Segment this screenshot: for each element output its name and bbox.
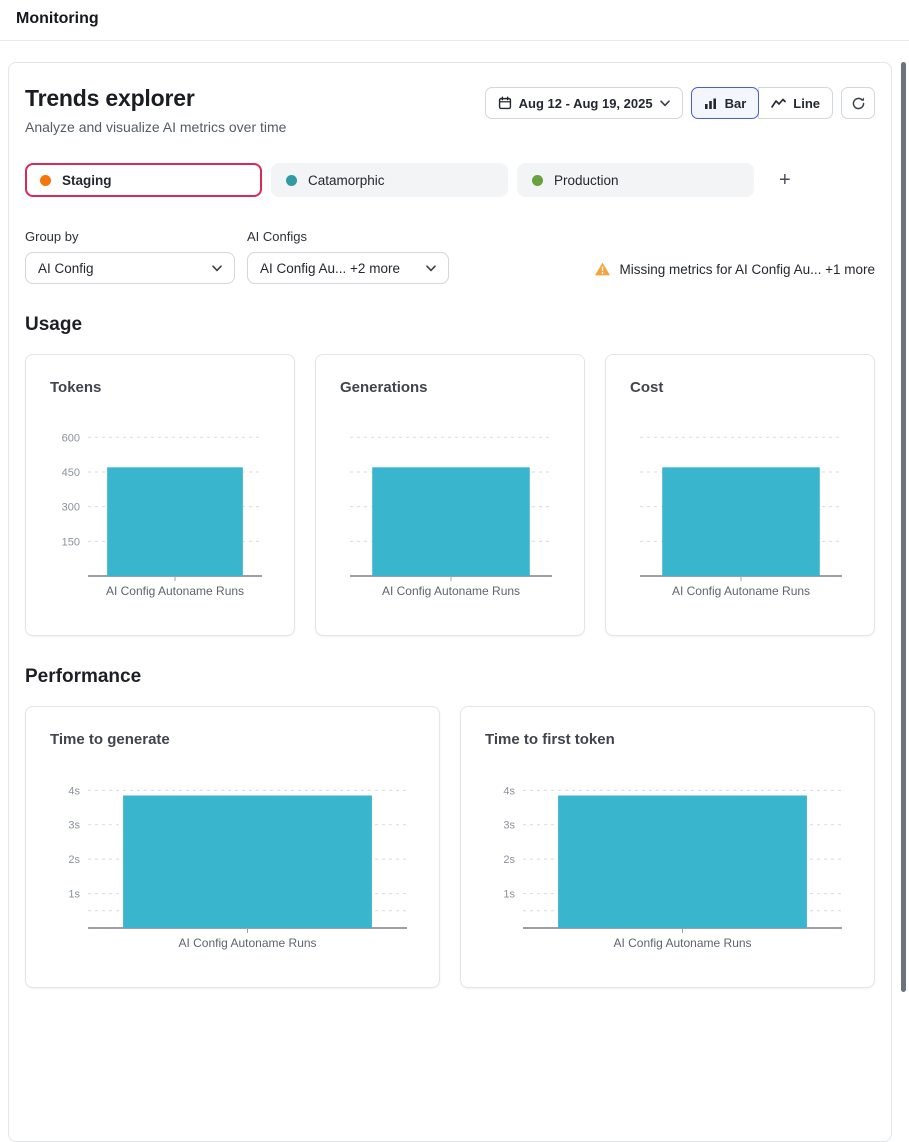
header-divider [0,40,909,41]
svg-text:AI Config Autoname Runs: AI Config Autoname Runs [613,936,751,950]
staging-env-dot-icon [40,174,51,186]
trends-controls: Aug 12 - Aug 19, 2025 Bar Line [484,87,875,119]
performance-section-title: Performance [25,666,142,687]
add-environment-button[interactable]: + [773,169,797,192]
page-header: Monitoring [0,0,909,40]
bar-toggle-label: Bar [724,95,747,111]
svg-text:AI Config Autoname Runs: AI Config Autoname Runs [178,936,316,950]
missing-metrics-warning: Missing metrics for AI Config Au... +1 m… [594,261,875,284]
group-by-select[interactable]: AI Config [25,252,235,284]
generations-chart: AI Config Autoname Runs [332,422,568,612]
svg-text:300: 300 [62,502,80,514]
group-by-value: AI Config [38,260,94,276]
line-toggle-button[interactable]: Line [758,87,833,119]
cost-chart: AI Config Autoname Runs [622,422,858,612]
warning-text: Missing metrics for AI Config Au... +1 m… [619,261,875,277]
date-range-picker[interactable]: Aug 12 - Aug 19, 2025 [484,87,683,119]
catamorphic-env-dot-icon [286,174,297,186]
page-title: Monitoring [16,10,99,27]
bar-chart-icon [704,97,718,110]
filters-row: Group by AI Config AI Configs AI Config … [25,229,875,284]
vertical-scrollbar [897,62,909,1042]
ai-configs-select[interactable]: AI Config Au... +2 more [247,252,449,284]
chart-title: Cost [630,379,664,396]
performance-charts-grid: Time to generate 1s 2s 3s 4s AI Config Auton… [25,706,875,988]
group-by-label: Group by [25,229,79,244]
svg-text:3s: 3s [68,820,80,832]
line-toggle-label: Line [793,95,820,111]
env-tab-staging[interactable]: Staging [25,163,262,197]
svg-text:AI Config Autoname Runs: AI Config Autoname Runs [672,584,810,598]
svg-text:1s: 1s [503,889,515,901]
date-range-label: Aug 12 - Aug 19, 2025 [518,95,653,111]
svg-text:4s: 4s [503,785,515,797]
usage-charts-grid: Tokens 150 300 450 600 AI Config Autoname Ru… [25,354,875,636]
chart-type-toggle: Bar Line [690,87,833,119]
ai-configs-field: AI Configs AI Config Au... +2 more [247,229,449,284]
svg-text:3s: 3s [503,820,515,832]
bar-toggle-button[interactable]: Bar [690,87,760,119]
env-tab-catamorphic[interactable]: Catamorphic [271,163,508,197]
trends-subtitle: Analyze and visualize AI metrics over ti… [25,119,287,135]
env-tab-production[interactable]: Production [517,163,754,197]
ai-configs-value: AI Config Au... +2 more [260,260,400,276]
cost-chart-card: Cost AI Config Autoname Runs [605,354,875,636]
trends-explorer-card: Trends explorer Analyze and visualize AI… [8,62,892,1142]
refresh-button[interactable] [841,87,875,119]
svg-text:AI Config Autoname Runs: AI Config Autoname Runs [106,584,244,598]
tokens-chart: 150 300 450 600 AI Config Autoname Runs [42,422,278,612]
chevron-down-icon [659,99,670,107]
env-tab-label: Production [554,172,619,188]
svg-text:2s: 2s [503,854,515,866]
chart-title: Tokens [50,379,102,396]
svg-text:4s: 4s [68,785,80,797]
chevron-down-icon [212,264,222,272]
env-tab-label: Staging [62,172,112,188]
svg-text:AI Config Autoname Runs: AI Config Autoname Runs [382,584,520,598]
chevron-down-icon [426,264,436,272]
environment-tabs: Staging Catamorphic Production + [25,163,875,197]
time-to-first-token-chart: 1s 2s 3s 4s AI Config Autoname Runs [477,774,858,964]
production-env-dot-icon [532,174,543,186]
svg-text:150: 150 [62,536,80,548]
chart-title: Generations [340,379,428,396]
generations-chart-card: Generations AI Config Autoname Runs [315,354,585,636]
time-to-generate-chart-card: Time to generate 1s 2s 3s 4s AI Config Auton… [25,706,440,988]
svg-text:450: 450 [62,467,80,479]
time-to-first-token-chart-card: Time to first token 1s 2s 3s 4s AI Config Au… [460,706,875,988]
svg-text:2s: 2s [68,854,80,866]
calendar-icon [498,96,512,110]
time-to-generate-chart: 1s 2s 3s 4s AI Config Autoname Runs [42,774,423,964]
tokens-chart-card: Tokens 150 300 450 600 AI Config Autoname Ru… [25,354,295,636]
trends-title-block: Trends explorer Analyze and visualize AI… [25,85,286,135]
scrollbar-thumb[interactable] [901,62,906,992]
refresh-icon [851,96,866,111]
group-by-field: Group by AI Config [25,229,235,284]
usage-section-title: Usage [25,314,83,335]
warning-icon [594,261,611,277]
env-tab-label: Catamorphic [308,172,385,188]
ai-configs-label: AI Configs [247,229,307,244]
svg-text:1s: 1s [68,889,80,901]
chart-title: Time to generate [50,731,170,748]
chart-title: Time to first token [485,731,615,748]
svg-text:600: 600 [62,432,80,444]
trends-header: Trends explorer Analyze and visualize AI… [25,85,875,135]
trends-title: Trends explorer [25,85,195,111]
line-chart-icon [771,98,787,109]
